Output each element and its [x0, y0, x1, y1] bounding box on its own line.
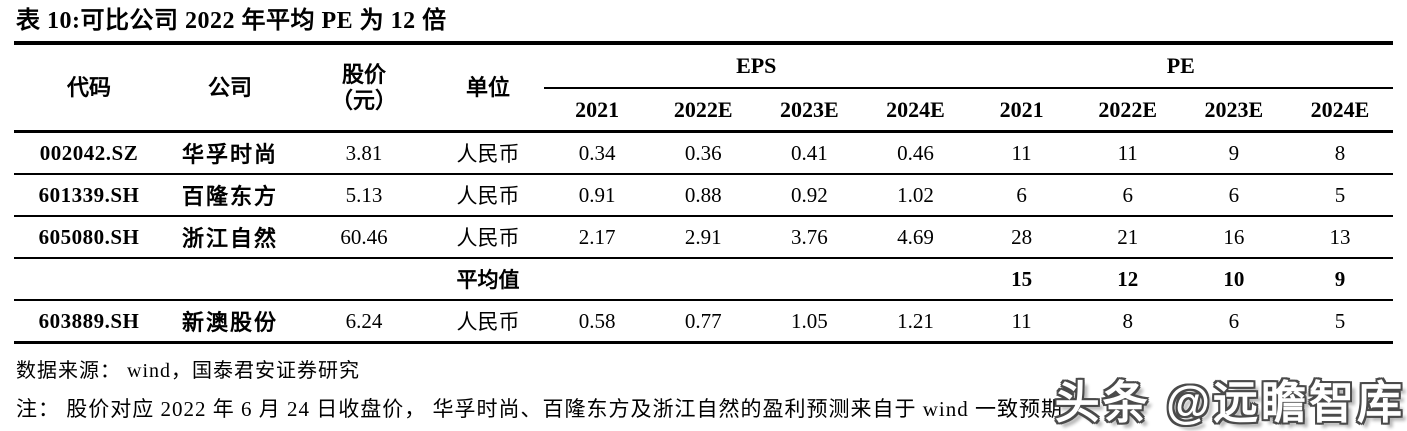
- cell-eps-2021: 2.17: [578, 224, 616, 249]
- header-pe-2023e: 2023E: [1204, 96, 1264, 122]
- cell-pe-2022e: 6: [1122, 182, 1133, 207]
- header-group-pe: PE: [968, 45, 1393, 89]
- cell-price: [296, 259, 432, 299]
- cell-unit: 人民币: [456, 310, 520, 334]
- cell-pe-2023e: 9: [1228, 140, 1240, 165]
- cell-company: 新澳股份: [181, 310, 278, 335]
- cell-code: 601339.SH: [38, 182, 140, 207]
- header-price-line2: （元）: [330, 87, 397, 113]
- cell-eps-2023e: 1.05: [790, 308, 828, 333]
- cell-eps-2021: 0.34: [578, 140, 616, 165]
- table-title: 表 10:可比公司 2022 年平均 PE 为 12 倍: [14, 0, 1393, 45]
- cell-pe-2021: 28: [1011, 224, 1033, 249]
- cell-eps-2024e: 0.46: [897, 140, 934, 165]
- cell-eps-2022e: 0.77: [684, 308, 722, 333]
- cell-pe-2021: 15: [1011, 266, 1033, 291]
- cell-eps-2021: 0.58: [578, 308, 616, 333]
- cell-eps-2021: [544, 259, 650, 299]
- cell-unit: 人民币: [456, 184, 520, 208]
- cell-pe-2022e: 21: [1117, 224, 1139, 249]
- cell-eps-2024e: 4.69: [897, 224, 934, 249]
- cell-pe-2023e: 6: [1228, 182, 1240, 207]
- header-eps-2021: 2021: [575, 96, 620, 122]
- header-company: 公司: [207, 74, 252, 100]
- cell-price: 3.81: [345, 140, 383, 165]
- data-source-note: 数据来源： wind，国泰君安证券研究: [16, 360, 360, 382]
- table-body: 002042.SZ 华孚时尚 3.81 人民币 0.34 0.36 0.41 0.46 11 11…: [14, 133, 1393, 344]
- header-pe-2021: 2021: [999, 96, 1044, 122]
- cell-pe-2024e: 5: [1334, 182, 1346, 207]
- header-eps-2024e: 2024E: [886, 96, 945, 122]
- watermark: 头条 @远瞻智库: [1054, 377, 1405, 428]
- header-eps-2022e: 2022E: [673, 96, 733, 122]
- header-price: 股价 （元）: [296, 45, 432, 130]
- cell-unit: 人民币: [456, 226, 520, 250]
- header-group-eps: EPS: [544, 45, 969, 89]
- table-row: 601339.SH 百隆东方 5.13 人民币 0.91 0.88 0.92 1.02 6 6 6 5: [14, 175, 1393, 217]
- cell-eps-2022e: 0.36: [684, 140, 722, 165]
- cell-company: 浙江自然: [181, 226, 278, 251]
- cell-code: 002042.SZ: [39, 140, 139, 165]
- cell-pe-2024e: 13: [1329, 224, 1351, 249]
- table-row: 平均值 15 12 10 9: [14, 259, 1393, 301]
- cell-code: 605080.SH: [38, 224, 140, 249]
- cell-eps-2023e: 3.76: [790, 224, 828, 249]
- cell-company: [164, 259, 296, 299]
- cell-eps-2023e: [756, 259, 862, 299]
- table-row: 002042.SZ 华孚时尚 3.81 人民币 0.34 0.36 0.41 0.46 11 11…: [14, 133, 1393, 175]
- cell-eps-2021: 0.91: [578, 182, 616, 207]
- header-eps-2023e: 2023E: [779, 96, 839, 122]
- cell-eps-2024e: 1.21: [897, 308, 934, 333]
- table-header: 代码 公司 股价 （元） 单位 EPS PE 2021 2022E 2023E …: [14, 45, 1393, 133]
- cell-pe-2021: 6: [1016, 182, 1027, 207]
- cell-unit: 人民币: [456, 142, 520, 166]
- cell-pe-2024e: 8: [1334, 140, 1346, 165]
- cell-pe-2024e: 9: [1334, 266, 1346, 291]
- table-row: 605080.SH 浙江自然 60.46 人民币 2.17 2.91 3.76 4.69 28 2…: [14, 217, 1393, 259]
- cell-pe-2022e: 12: [1117, 266, 1139, 291]
- cell-price: 5.13: [345, 182, 383, 207]
- cell-eps-2023e: 0.41: [790, 140, 828, 165]
- cell-company: 百隆东方: [181, 184, 278, 209]
- cell-pe-2021: 11: [1011, 308, 1032, 333]
- cell-pe-2022e: 11: [1117, 140, 1138, 165]
- footnote: 注： 股价对应 2022 年 6 月 24 日收盘价， 华孚时尚、百隆东方及浙江…: [16, 397, 1063, 421]
- header-pe-2024e: 2024E: [1310, 96, 1370, 122]
- cell-eps-2023e: 0.92: [790, 182, 828, 207]
- header-pe-2022e: 2022E: [1098, 96, 1158, 122]
- header-code: 代码: [66, 74, 111, 100]
- cell-code: 603889.SH: [38, 308, 140, 333]
- header-price-line1: 股价: [341, 61, 386, 87]
- cell-pe-2022e: 8: [1122, 308, 1133, 333]
- cell-eps-2022e: 0.88: [684, 182, 722, 207]
- cell-code: [14, 259, 164, 299]
- cell-pe-2021: 11: [1011, 140, 1032, 165]
- table-row: 603889.SH 新澳股份 6.24 人民币 0.58 0.77 1.05 1.21 11 8 6…: [14, 301, 1393, 344]
- cell-price: 6.24: [345, 308, 383, 333]
- cell-pe-2023e: 10: [1223, 266, 1245, 291]
- cell-eps-2022e: 2.91: [684, 224, 722, 249]
- cell-unit: 平均值: [456, 268, 520, 292]
- comparable-companies-table: 代码 公司 股价 （元） 单位 EPS PE 2021 2022E 2023E …: [14, 45, 1393, 344]
- cell-pe-2024e: 5: [1334, 308, 1346, 333]
- cell-price: 60.46: [340, 224, 388, 249]
- cell-pe-2023e: 16: [1223, 224, 1245, 249]
- cell-company: 华孚时尚: [181, 142, 278, 167]
- header-unit: 单位: [465, 74, 510, 100]
- cell-eps-2024e: 1.02: [897, 182, 934, 207]
- cell-eps-2022e: [650, 259, 756, 299]
- cell-eps-2024e: [862, 259, 968, 299]
- cell-pe-2023e: 6: [1228, 308, 1240, 333]
